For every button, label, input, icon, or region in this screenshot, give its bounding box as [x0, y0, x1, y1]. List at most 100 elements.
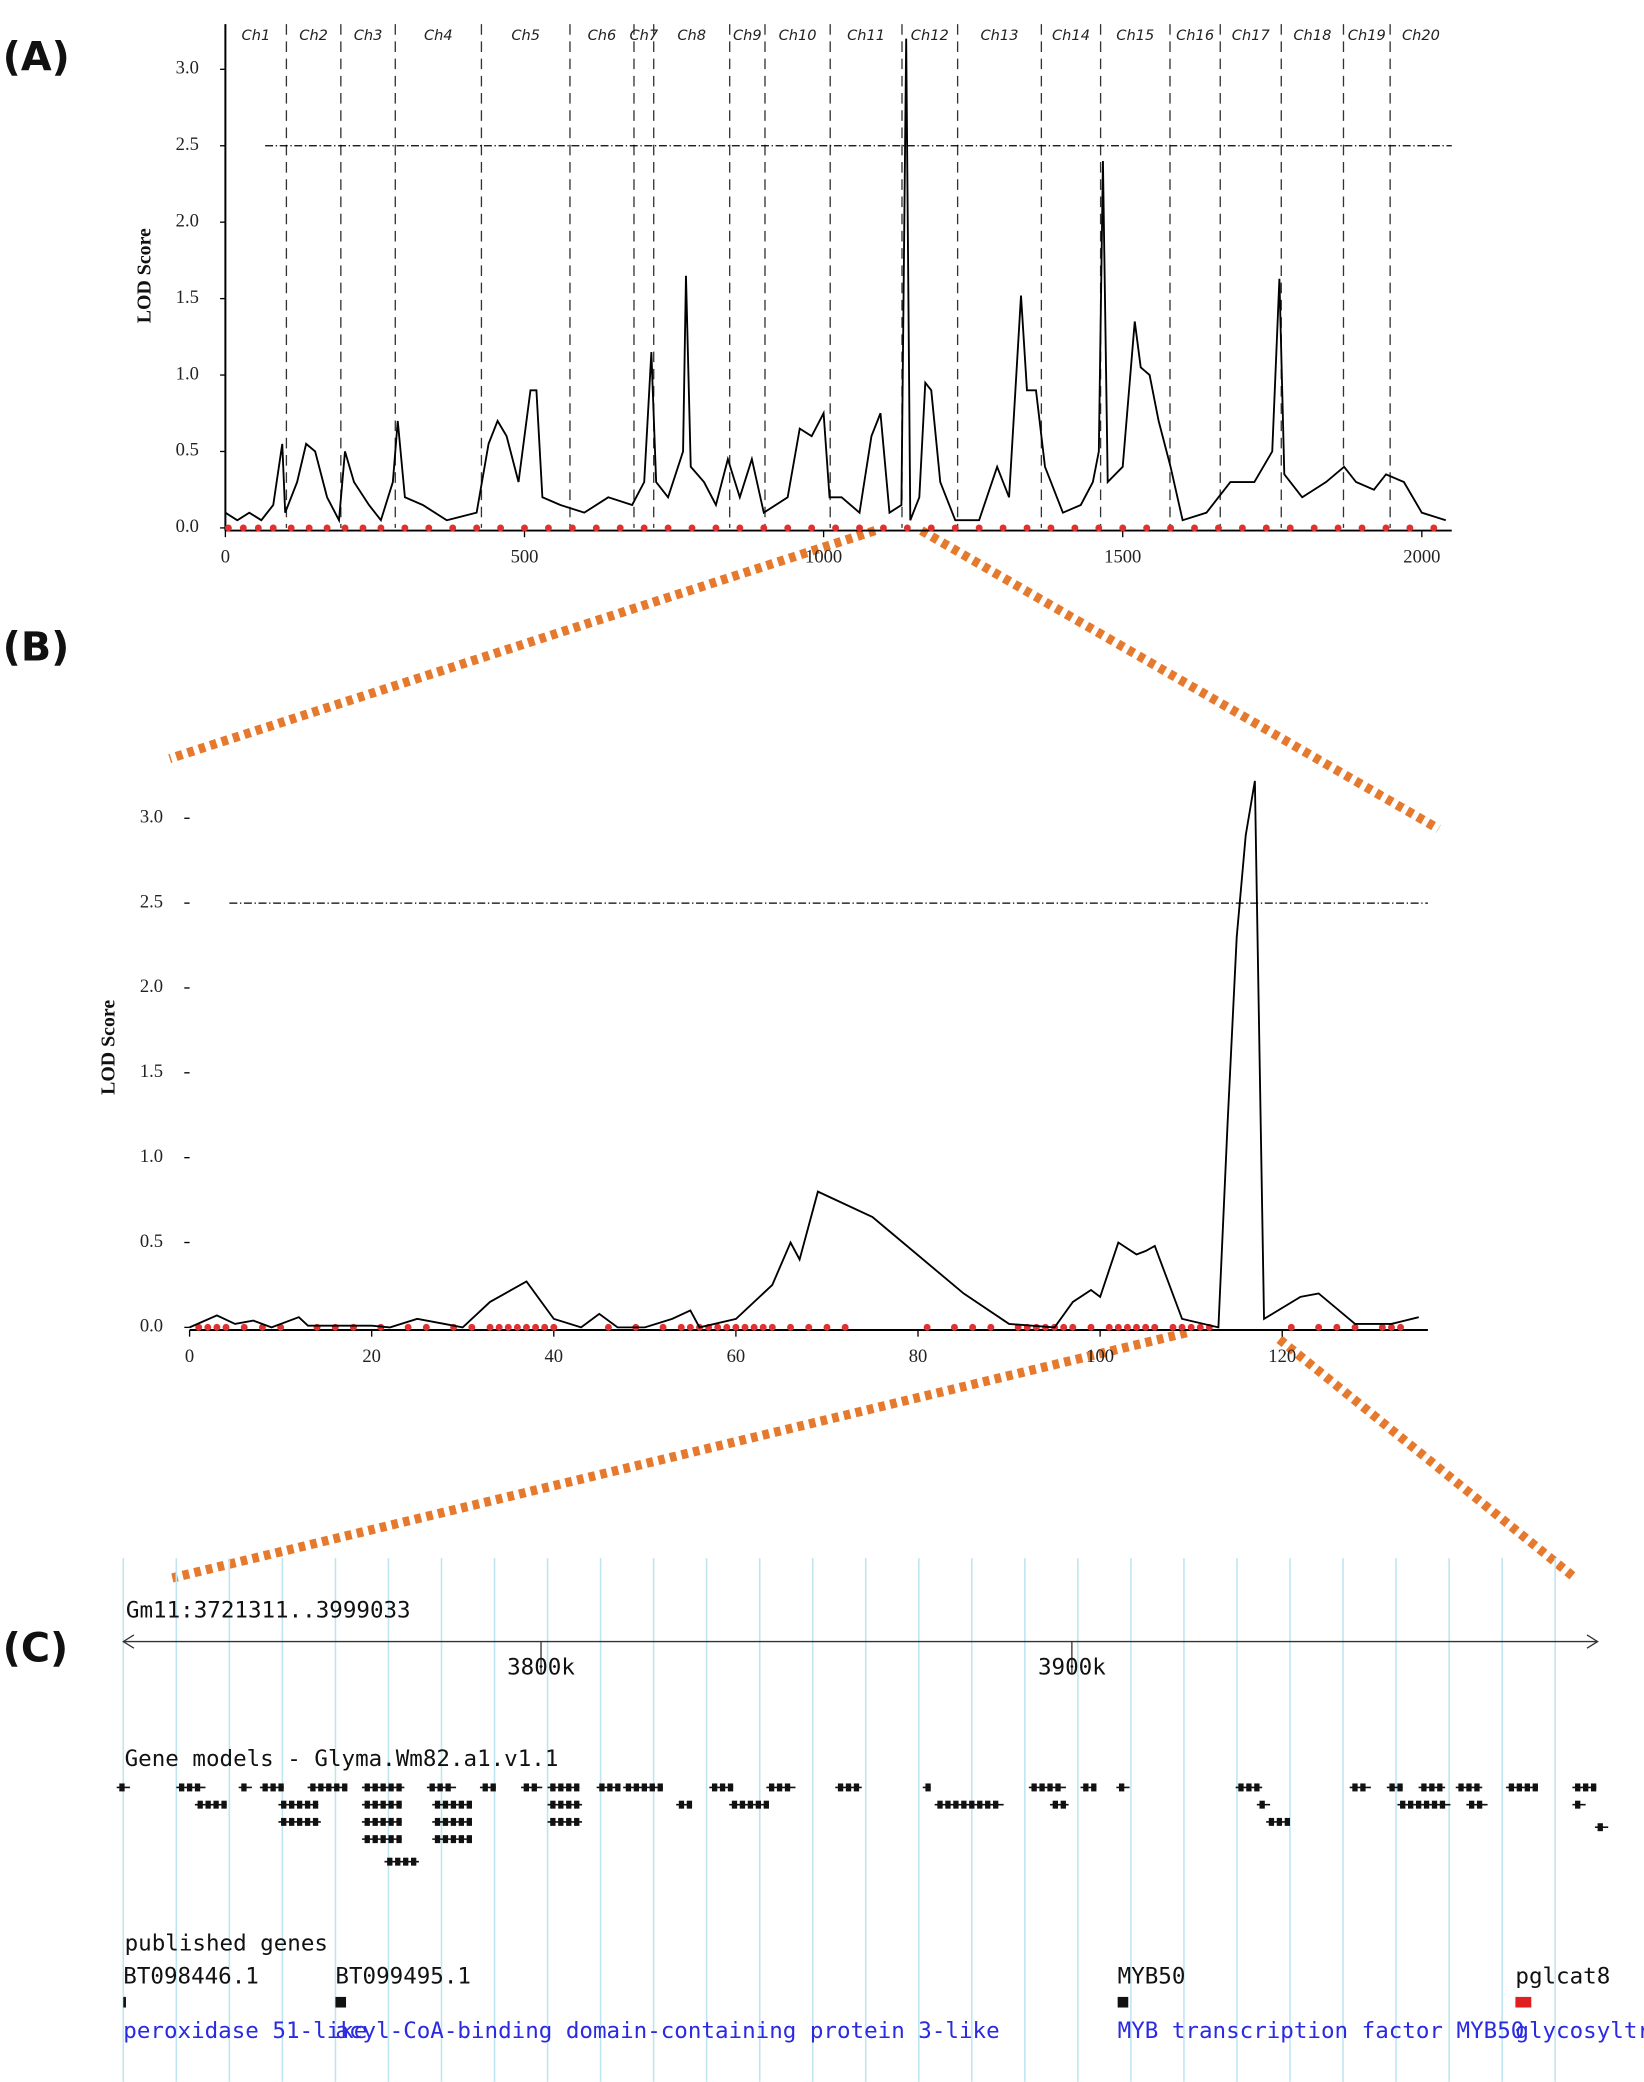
marker — [287, 524, 295, 532]
exon — [1360, 1783, 1366, 1792]
exon — [482, 1783, 488, 1792]
marker — [1087, 1323, 1095, 1331]
exon — [1524, 1783, 1530, 1792]
marker — [401, 524, 409, 532]
marker — [195, 1323, 203, 1331]
marker — [1178, 1323, 1186, 1331]
y-tick-label: 0.0 — [176, 516, 199, 537]
marker — [732, 1323, 740, 1331]
panel-label: (A) — [3, 34, 70, 80]
zoom-guide — [1276, 1335, 1578, 1582]
marker — [1334, 524, 1342, 532]
exon — [523, 1783, 529, 1792]
chromosome-label: Ch6 — [588, 27, 617, 44]
exon — [296, 1800, 303, 1809]
exon — [1429, 1783, 1435, 1792]
marker — [497, 524, 505, 532]
chromosome-label: Ch16 — [1176, 27, 1214, 44]
marker — [213, 1323, 221, 1331]
x-tick-label: 0 — [185, 1346, 194, 1367]
marker — [1151, 1323, 1159, 1331]
marker — [425, 524, 433, 532]
exon — [784, 1783, 791, 1792]
exon — [1259, 1800, 1265, 1809]
marker — [1105, 1323, 1113, 1331]
marker — [523, 1323, 530, 1331]
exon — [304, 1800, 311, 1809]
marker — [741, 1323, 749, 1331]
exon — [466, 1817, 472, 1826]
exon — [711, 1783, 718, 1792]
x-tick-label: 100 — [1086, 1346, 1114, 1367]
exon — [953, 1800, 959, 1809]
marker — [277, 1323, 285, 1331]
marker — [1047, 524, 1055, 532]
marker — [1378, 1323, 1386, 1331]
exon — [1284, 1817, 1291, 1826]
x-tick-label: 80 — [909, 1346, 928, 1367]
exon — [318, 1783, 324, 1792]
exon — [853, 1783, 860, 1792]
zoom-guide — [168, 526, 877, 764]
marker — [359, 524, 367, 532]
chromosome-label: Ch8 — [677, 27, 706, 44]
exon — [625, 1783, 632, 1792]
marker — [404, 1323, 412, 1331]
exon — [945, 1800, 951, 1809]
exon — [411, 1857, 417, 1866]
y-tick-label: 2.0 — [176, 210, 199, 231]
exon — [727, 1783, 734, 1792]
chromosome-label: Ch4 — [424, 27, 453, 44]
exon — [289, 1817, 295, 1826]
exon — [429, 1783, 435, 1792]
exon — [364, 1783, 370, 1792]
gene-description: peroxidase 51-like — [123, 2018, 367, 2044]
marker — [969, 1323, 977, 1331]
exon — [1415, 1800, 1422, 1809]
marker — [1358, 524, 1366, 532]
exon — [450, 1800, 457, 1809]
exon — [372, 1817, 378, 1826]
exon — [178, 1783, 185, 1792]
exon — [1408, 1800, 1414, 1809]
marker — [504, 1323, 512, 1331]
x-tick-label: 0 — [221, 547, 230, 568]
marker — [823, 1323, 831, 1331]
x-tick-label: 1000 — [805, 547, 842, 568]
exon — [599, 1783, 605, 1792]
marker — [723, 1323, 731, 1331]
exon — [1575, 1800, 1581, 1809]
marker — [254, 524, 262, 532]
exon — [1508, 1783, 1515, 1792]
exon — [574, 1817, 580, 1826]
lod-line — [189, 780, 1419, 1329]
marker — [832, 524, 840, 532]
exon — [372, 1783, 378, 1792]
chromosome-label: Ch5 — [511, 27, 540, 44]
marker — [1071, 524, 1079, 532]
marker — [1133, 1323, 1140, 1331]
chromosome-label: Ch17 — [1232, 27, 1271, 44]
chromosome-label: Ch11 — [847, 27, 885, 44]
gene-description: MYB transcription factor MYB50 — [1118, 2018, 1525, 2044]
marker — [568, 524, 576, 532]
exon — [458, 1800, 465, 1809]
marker — [1351, 1323, 1359, 1331]
marker — [640, 524, 648, 532]
marker — [841, 1323, 849, 1331]
marker — [550, 1323, 558, 1331]
y-tick-label: 1.5 — [176, 287, 199, 308]
exon — [1052, 1800, 1058, 1809]
marker — [923, 1323, 931, 1331]
exon — [396, 1783, 402, 1792]
exon — [387, 1857, 393, 1866]
genome-browser: Gm11:3721311..3999033 3800k 3900k Gene mode… — [116, 1558, 1644, 2082]
exon — [1575, 1783, 1581, 1792]
zoom-guide — [171, 1328, 1188, 1583]
chromosome-label: Ch3 — [354, 27, 383, 44]
exon — [607, 1783, 613, 1792]
exon — [776, 1783, 783, 1792]
exon — [450, 1835, 457, 1844]
exon — [719, 1783, 726, 1792]
exon — [262, 1783, 268, 1792]
